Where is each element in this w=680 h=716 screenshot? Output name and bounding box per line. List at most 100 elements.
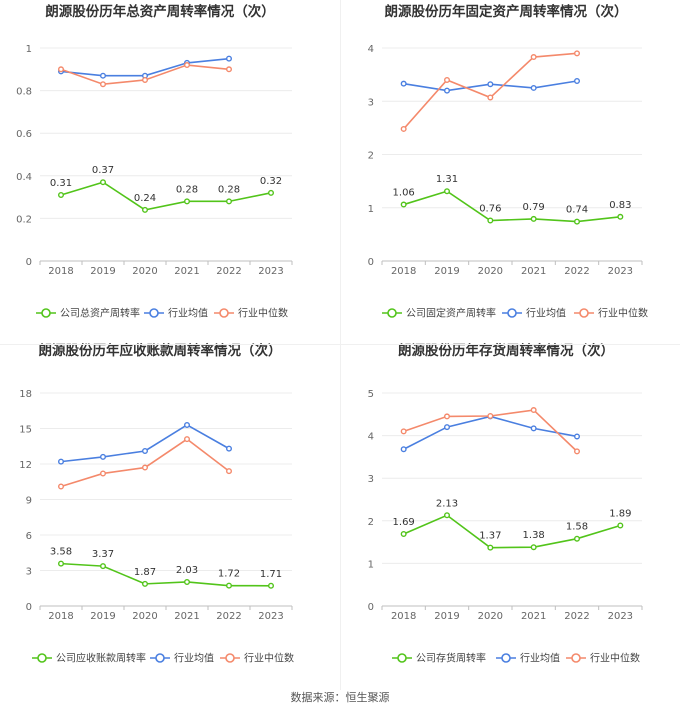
y-tick-label: 4: [368, 432, 374, 443]
y-tick-label: 3: [368, 97, 374, 108]
data-point: [443, 87, 450, 94]
legend-item[interactable]: 行业均值: [144, 307, 208, 320]
x-tick-label: 2022: [564, 266, 589, 277]
x-tick-label: 2020: [478, 266, 503, 277]
data-point: [573, 50, 580, 57]
y-tick-label: 12: [19, 460, 32, 471]
x-tick-label: 2023: [608, 611, 633, 622]
y-tick-label: 6: [26, 531, 32, 542]
data-label: 1.71: [260, 569, 282, 580]
data-point: [530, 215, 537, 222]
series-line: [60, 181, 272, 211]
data-point: [487, 544, 494, 551]
data-label: 1.87: [134, 567, 156, 578]
legend-item[interactable]: 公司存货周转率: [392, 652, 486, 665]
legend-label: 行业中位数: [238, 307, 288, 320]
y-tick-label: 0.4: [16, 172, 32, 183]
legend-item[interactable]: 行业均值: [496, 652, 560, 665]
data-label: 0.79: [523, 202, 545, 213]
legend-marker: [41, 308, 51, 318]
x-tick-label: 2022: [216, 611, 241, 622]
data-point: [58, 458, 65, 465]
legend-label: 公司固定资产周转率: [406, 307, 496, 320]
legend-item[interactable]: 公司固定资产周转率: [382, 307, 496, 320]
data-point: [99, 470, 106, 477]
y-tick-label: 1: [368, 204, 374, 215]
legend-marker: [37, 653, 47, 663]
data-point: [225, 468, 232, 475]
legend-item[interactable]: 行业中位数: [214, 307, 288, 320]
x-tick-label: 2023: [258, 611, 283, 622]
legend-label: 行业中位数: [244, 652, 294, 665]
data-point: [617, 522, 624, 529]
data-point: [400, 428, 407, 435]
y-tick-label: 2: [368, 517, 374, 528]
data-point: [58, 560, 65, 567]
data-point: [443, 413, 450, 420]
data-point: [183, 578, 190, 585]
source-label: 数据来源：恒生聚源: [291, 690, 390, 704]
x-tick-label: 2021: [174, 266, 199, 277]
legend-marker: [501, 653, 511, 663]
data-point: [225, 445, 232, 452]
chart-title: 朗源股份历年总资产周转率情况（次）: [45, 3, 275, 20]
data-point: [225, 66, 232, 73]
legend-label: 公司应收账款周转率: [56, 652, 146, 665]
y-tick-label: 3: [26, 567, 32, 578]
x-tick-label: 2022: [216, 266, 241, 277]
y-tick-label: 0: [368, 602, 374, 613]
data-point: [58, 66, 65, 73]
data-point: [530, 425, 537, 432]
x-tick-label: 2022: [564, 611, 589, 622]
data-point: [225, 198, 232, 205]
legend-item[interactable]: 行业中位数: [566, 652, 640, 665]
y-tick-label: 0.8: [16, 87, 32, 98]
legend-marker: [507, 308, 517, 318]
data-label: 1.69: [393, 517, 415, 528]
legend-label: 公司存货周转率: [416, 652, 486, 665]
data-point: [141, 447, 148, 454]
x-tick-label: 2019: [434, 266, 459, 277]
legend-item[interactable]: 行业中位数: [220, 652, 294, 665]
data-label: 3.37: [92, 549, 114, 560]
legend-item[interactable]: 行业中位数: [574, 307, 648, 320]
legend-marker: [397, 653, 407, 663]
data-point: [400, 125, 407, 132]
x-tick-label: 2018: [391, 266, 416, 277]
y-tick-label: 18: [19, 389, 32, 400]
x-tick-label: 2019: [90, 266, 115, 277]
data-point: [443, 188, 450, 195]
legend-marker: [387, 308, 397, 318]
data-point: [400, 201, 407, 208]
x-tick-label: 2023: [608, 266, 633, 277]
data-point: [268, 189, 275, 196]
legend-label: 行业均值: [520, 652, 560, 665]
y-tick-label: 0: [368, 257, 374, 268]
y-tick-label: 1: [26, 44, 32, 55]
y-tick-label: 4: [368, 44, 374, 55]
legend-marker: [155, 653, 165, 663]
chart-title: 朗源股份历年固定资产周转率情况（次）: [385, 3, 628, 20]
legend-item[interactable]: 公司应收账款周转率: [32, 652, 146, 665]
data-point: [573, 433, 580, 440]
legend-marker: [579, 308, 589, 318]
x-tick-label: 2021: [174, 611, 199, 622]
y-tick-label: 3: [368, 474, 374, 485]
legend-item[interactable]: 公司总资产周转率: [36, 307, 140, 320]
data-point: [99, 81, 106, 88]
data-label: 1.37: [479, 531, 501, 542]
data-label: 3.58: [50, 547, 72, 558]
legend-marker: [149, 308, 159, 318]
legend-item[interactable]: 行业均值: [502, 307, 566, 320]
data-point: [141, 580, 148, 587]
data-point: [400, 446, 407, 453]
data-point: [183, 436, 190, 443]
data-point: [141, 76, 148, 83]
legend-item[interactable]: 行业均值: [150, 652, 214, 665]
data-label: 1.38: [523, 530, 545, 541]
series-line: [403, 52, 578, 130]
data-point: [225, 582, 232, 589]
data-point: [268, 582, 275, 589]
data-point: [58, 191, 65, 198]
